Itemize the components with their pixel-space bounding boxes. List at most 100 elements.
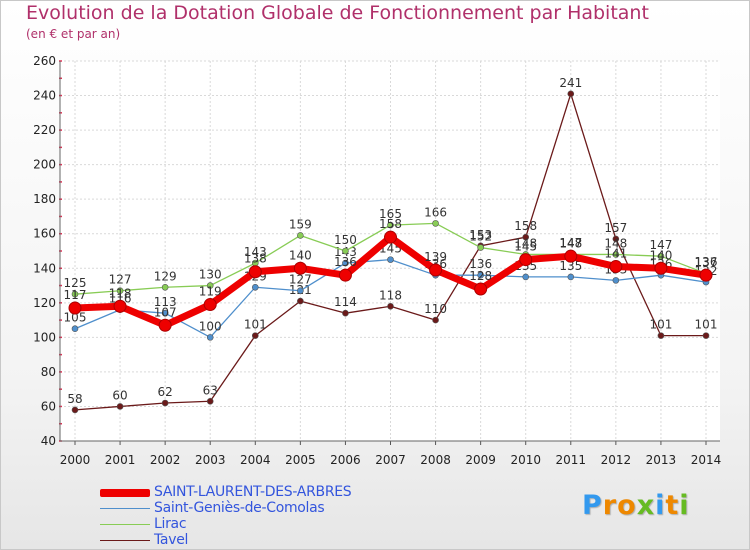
data-label-tavel: 114: [334, 295, 357, 309]
data-label-tavel: 118: [379, 288, 402, 302]
y-tick-label: 140: [33, 261, 56, 275]
data-point-saint-laurent-des-arbres: [68, 301, 82, 315]
data-point-saint-laurent-des-arbres: [248, 265, 262, 279]
data-point-saint-geni-s-de-comolas: [342, 259, 349, 267]
data-label-lirac: 148: [559, 236, 582, 250]
data-point-saint-geni-s-de-comolas: [567, 273, 575, 281]
data-point-saint-geni-s-de-comolas: [477, 271, 484, 279]
data-label-saint-laurent-des-arbres: 119: [199, 285, 222, 299]
data-point-saint-geni-s-de-comolas: [206, 334, 214, 341]
x-tick-label: 2003: [195, 453, 226, 467]
data-point-saint-laurent-des-arbres: [429, 263, 443, 277]
data-label-saint-geni-s-de-comolas: 135: [559, 259, 582, 273]
data-label-saint-geni-s-de-comolas: 116: [109, 292, 132, 306]
data-label-saint-geni-s-de-comolas: 100: [199, 319, 222, 333]
x-tick-label: 2010: [510, 453, 541, 467]
data-point-saint-laurent-des-arbres: [113, 299, 127, 313]
data-label-saint-laurent-des-arbres: 140: [289, 248, 312, 262]
data-label-saint-laurent-des-arbres: 145: [514, 240, 537, 254]
y-tick-label: 220: [33, 123, 56, 137]
data-point-lirac: [477, 244, 484, 251]
data-point-lirac: [206, 282, 214, 289]
data-label-lirac: 125: [64, 276, 87, 290]
data-label-saint-laurent-des-arbres: 138: [244, 252, 267, 266]
data-label-lirac: 148: [604, 236, 627, 250]
data-point-saint-geni-s-de-comolas: [297, 287, 304, 295]
data-label-tavel: 241: [559, 76, 582, 90]
data-point-tavel: [567, 90, 575, 98]
data-label-tavel: 157: [604, 221, 627, 235]
data-point-tavel: [612, 235, 620, 243]
data-point-lirac: [432, 220, 439, 227]
data-point-lirac: [612, 251, 620, 258]
data-point-lirac: [342, 247, 349, 255]
x-tick-label: 2001: [105, 453, 136, 467]
data-label-saint-laurent-des-arbres: 118: [109, 286, 132, 300]
y-tick-label: 160: [33, 227, 56, 241]
data-point-lirac: [387, 221, 394, 229]
data-point-saint-laurent-des-arbres: [203, 298, 217, 312]
logo-letter: i: [655, 490, 666, 521]
data-point-tavel: [387, 302, 394, 310]
legend-swatch-tavel: [100, 540, 150, 541]
data-label-lirac: 150: [334, 233, 357, 247]
data-point-tavel: [71, 406, 79, 414]
data-label-saint-geni-s-de-comolas: 127: [289, 273, 312, 287]
legend-swatch-saint-laurent: [100, 489, 150, 497]
data-label-tavel: 60: [112, 388, 127, 402]
x-tick-label: 2004: [240, 453, 271, 467]
data-label-tavel: 58: [67, 392, 82, 406]
data-label-saint-geni-s-de-comolas: 105: [64, 311, 87, 325]
data-point-tavel: [116, 403, 124, 410]
y-tick-label: 80: [41, 365, 56, 379]
data-point-tavel: [657, 332, 665, 339]
data-label-saint-laurent-des-arbres: 141: [604, 247, 627, 261]
data-point-tavel: [161, 399, 169, 407]
proxiti-logo: Proxiti: [582, 490, 690, 521]
data-label-tavel: 101: [649, 318, 672, 332]
data-point-saint-geni-s-de-comolas: [71, 325, 79, 333]
logo-letter: r: [602, 490, 618, 521]
x-tick-label: 2013: [646, 453, 677, 467]
data-label-tavel: 101: [244, 318, 267, 332]
logo-letter: P: [582, 490, 603, 521]
data-point-tavel: [522, 233, 530, 241]
data-point-tavel: [251, 332, 259, 339]
y-tick-label: 200: [33, 158, 56, 172]
x-tick-label: 2011: [556, 453, 587, 467]
data-label-saint-laurent-des-arbres: 136: [695, 255, 718, 269]
data-point-lirac: [297, 232, 304, 239]
data-label-lirac: 152: [469, 230, 492, 244]
data-point-saint-laurent-des-arbres: [699, 268, 713, 282]
data-label-lirac: 148: [514, 236, 537, 250]
x-tick-label: 2008: [420, 453, 451, 467]
x-tick-label: 2000: [60, 453, 91, 467]
x-tick-label: 2014: [691, 453, 722, 467]
data-label-lirac: 165: [379, 207, 402, 221]
data-label-lirac: 147: [649, 238, 672, 252]
data-label-saint-laurent-des-arbres: 147: [559, 236, 582, 250]
data-point-saint-laurent-des-arbres: [564, 249, 578, 263]
data-label-tavel: 62: [158, 385, 173, 399]
data-point-saint-laurent-des-arbres: [474, 282, 488, 296]
data-label-tavel: 110: [424, 302, 447, 316]
data-label-lirac: 166: [424, 205, 447, 219]
data-point-saint-laurent-des-arbres: [654, 261, 668, 275]
data-point-lirac: [657, 252, 665, 260]
x-tick-label: 2006: [330, 453, 361, 467]
data-point-tavel: [702, 332, 710, 339]
data-point-saint-laurent-des-arbres: [609, 260, 623, 274]
data-point-tavel: [297, 297, 304, 305]
y-tick-label: 120: [33, 296, 56, 310]
x-tick-label: 2007: [375, 453, 406, 467]
data-label-saint-laurent-des-arbres: 158: [379, 217, 402, 231]
data-point-saint-laurent-des-arbres: [293, 261, 307, 275]
y-tick-label: 100: [33, 330, 56, 344]
legend-label-tavel: Tavel: [154, 532, 189, 548]
data-label-lirac: 159: [289, 217, 312, 231]
data-point-lirac: [71, 290, 79, 298]
y-tick-label: 40: [41, 434, 56, 448]
data-point-tavel: [432, 316, 439, 324]
data-label-lirac: 130: [199, 268, 222, 282]
legend-label-saint-genies: Saint-Geniès-de-Comolas: [154, 500, 325, 516]
